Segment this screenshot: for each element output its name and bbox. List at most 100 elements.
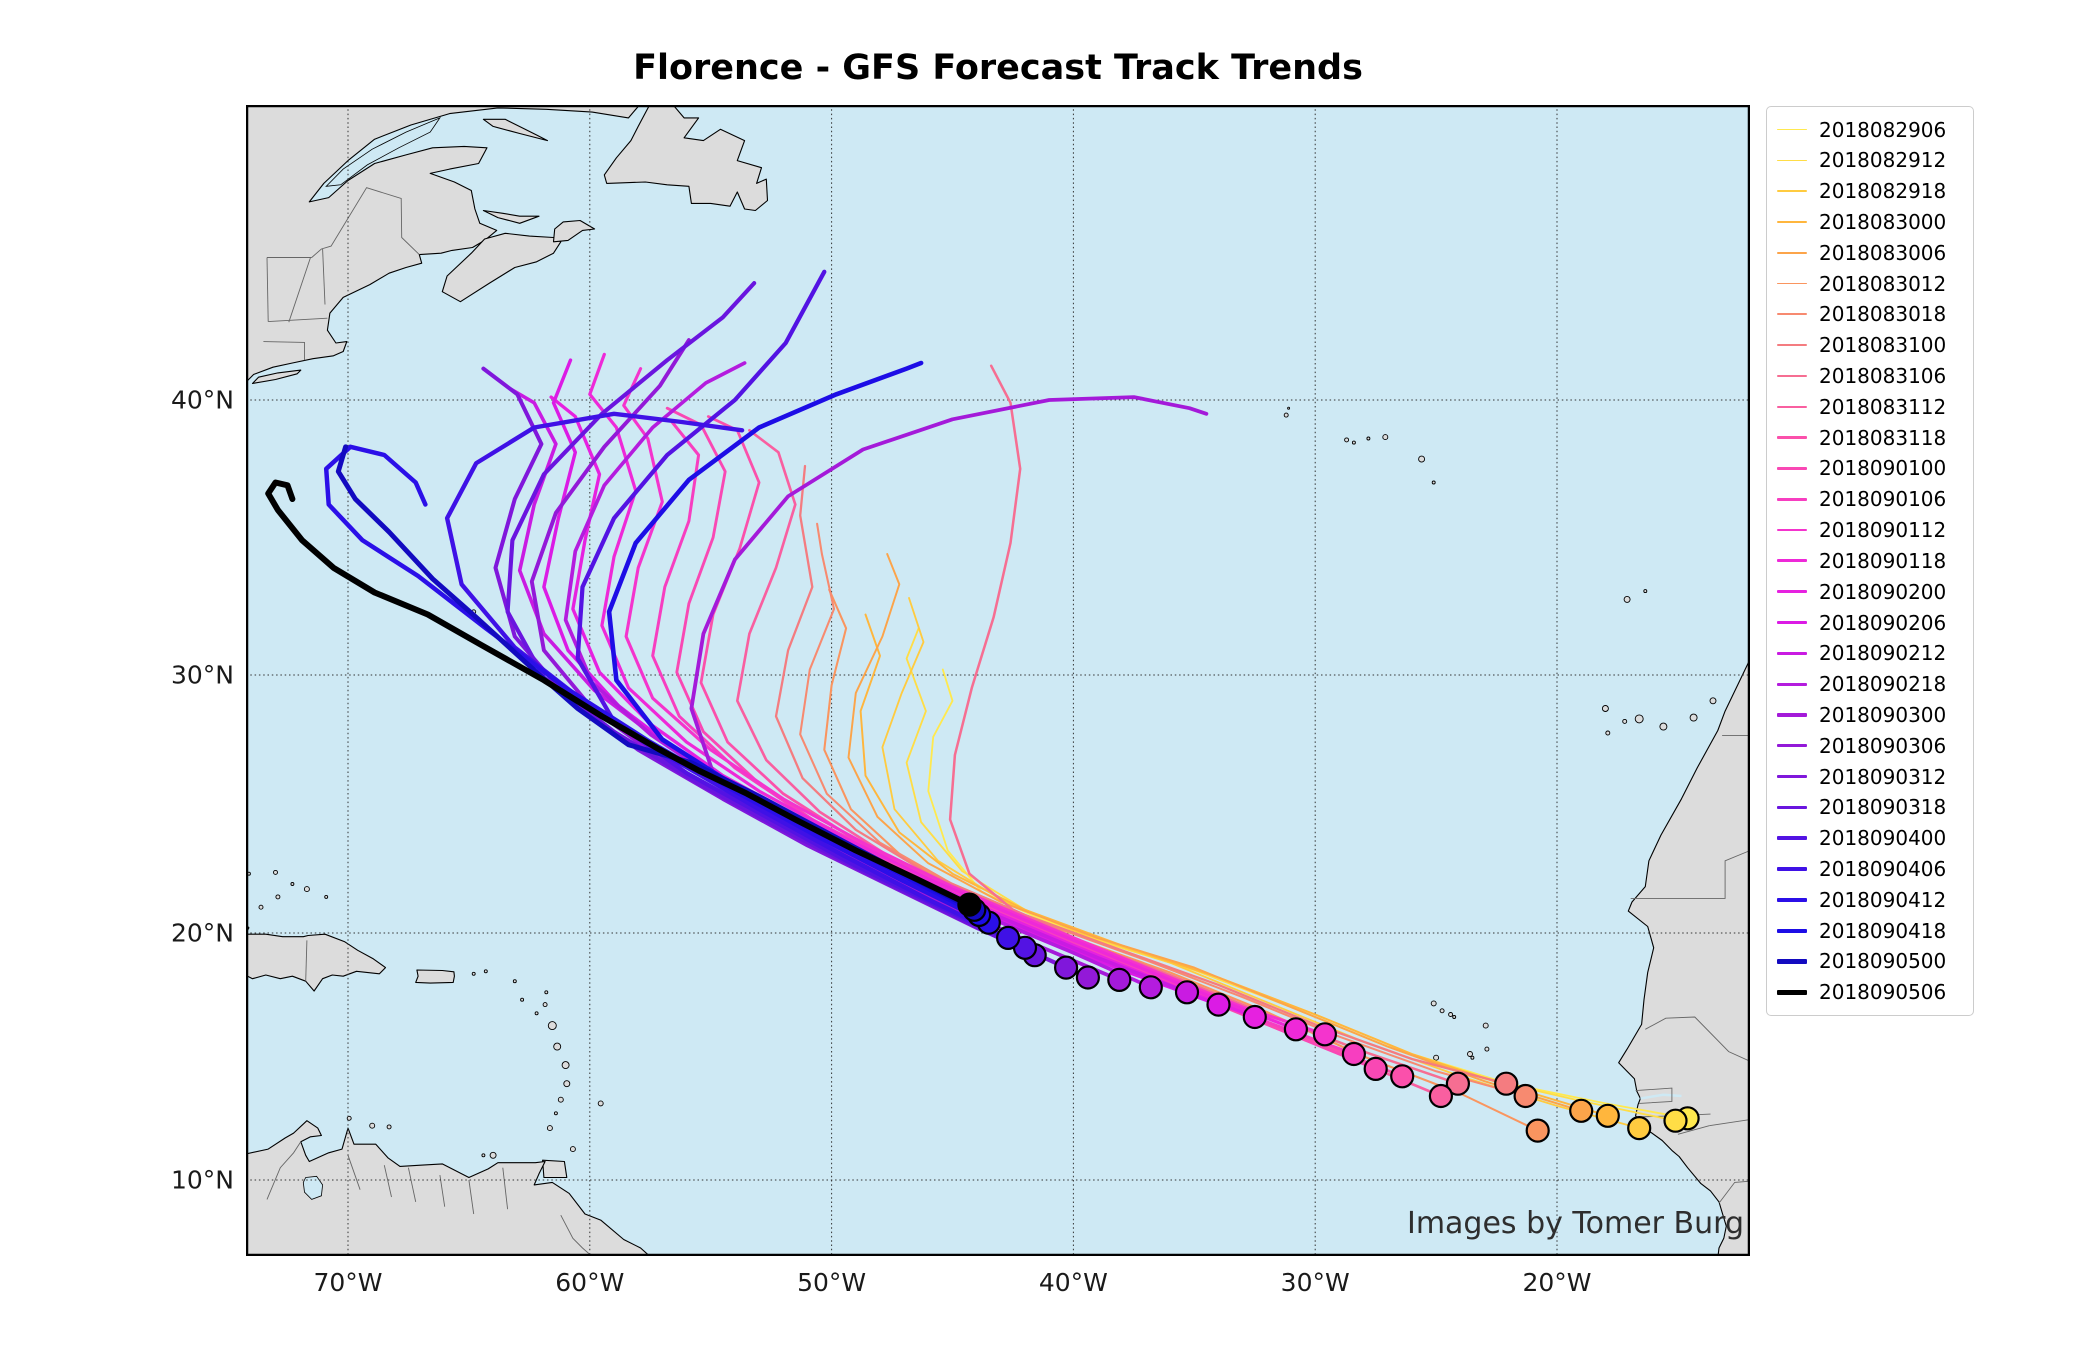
canary-tenerife-island — [1634, 714, 1644, 724]
legend-label: 2018083106 — [1819, 364, 1947, 388]
observed-dot-2018090300 — [1107, 967, 1132, 993]
bahamas-island — [258, 904, 264, 910]
legend-line-swatch — [1777, 528, 1807, 532]
observed-dot-2018090218 — [1138, 975, 1163, 1000]
legend-item: 2018090318 — [1777, 793, 1967, 822]
track-line-2018090506 — [265, 479, 973, 908]
legend-line-swatch — [1777, 374, 1807, 378]
canary-hierro-island — [1605, 730, 1611, 736]
guinea-sl-border — [1718, 1180, 1750, 1204]
legend-label: 2018090312 — [1819, 764, 1947, 789]
plot-frame — [246, 105, 1750, 1256]
legend-line-swatch — [1777, 251, 1807, 254]
virgin-islands-island — [483, 969, 488, 974]
observed-dot-2018083106 — [1445, 1071, 1471, 1096]
legend-item: 2018082906 — [1777, 115, 1967, 144]
observed-dot-2018082918 — [1627, 1115, 1652, 1141]
legend-item: 2018090312 — [1777, 762, 1967, 791]
ven-state-border — [383, 1165, 392, 1198]
legend-line-swatch — [1777, 682, 1807, 686]
col-ven-border — [266, 1141, 302, 1200]
legend-label: 2018083006 — [1819, 240, 1947, 265]
track-line-2018090200 — [549, 395, 1257, 1019]
observed-dot-2018083012 — [1525, 1118, 1550, 1143]
montserrat-island — [534, 1011, 539, 1016]
bahamas-island — [275, 894, 281, 900]
legend-label: 2018083012 — [1819, 271, 1947, 296]
legend-item: 2018090412 — [1777, 885, 1967, 914]
tobago-island — [569, 1146, 576, 1153]
turks-caicos-island — [303, 886, 310, 893]
observed-dot-2018083018 — [1513, 1083, 1538, 1109]
curacao-island — [369, 1122, 376, 1129]
legend-line-swatch — [1777, 744, 1807, 748]
ven-guyana-border — [560, 1214, 593, 1256]
legend-label: 2018083112 — [1819, 394, 1947, 419]
observed-dot-2018090118 — [1283, 1017, 1309, 1042]
canary-gomera-island — [1622, 718, 1628, 724]
legend-line-swatch — [1777, 805, 1807, 810]
legend-label: 2018090206 — [1819, 610, 1947, 635]
legend-label: 2018090400 — [1819, 826, 1947, 851]
legend-line-swatch — [1777, 651, 1807, 655]
legend-label: 2018083000 — [1819, 209, 1947, 234]
legend-item: 2018090106 — [1777, 485, 1967, 514]
lake-maracaibo — [302, 1175, 324, 1200]
legend-line-swatch — [1777, 221, 1807, 223]
legend-line-swatch — [1777, 897, 1807, 902]
track-line-2018090412 — [323, 444, 992, 925]
cape-verde-island — [1433, 1054, 1440, 1061]
legend-label: 2018082918 — [1819, 179, 1947, 204]
legend-line-swatch — [1777, 990, 1807, 995]
st-lawrence-estuary — [325, 117, 441, 187]
observed-dot-2018083100 — [1494, 1071, 1519, 1096]
legend-item: 2018090118 — [1777, 546, 1967, 575]
legend-label: 2018083118 — [1819, 425, 1947, 450]
legend-line-swatch — [1777, 497, 1807, 501]
legend-line-swatch — [1777, 190, 1807, 192]
vt-nh-border — [288, 257, 311, 323]
legend-line-swatch — [1777, 159, 1807, 162]
guadeloupe-island — [547, 1021, 557, 1031]
legend-item: 2018090100 — [1777, 454, 1967, 483]
legend-line-swatch — [1777, 313, 1807, 316]
y-tick-label: 20°N — [170, 918, 234, 948]
observed-dot-2018090100 — [1363, 1056, 1388, 1082]
legend-label: 2018083100 — [1819, 333, 1947, 358]
legend-line-swatch — [1777, 867, 1807, 871]
south-america — [246, 1120, 651, 1256]
mauritania-senegal-border — [1645, 1016, 1750, 1062]
cape-verde-island — [1452, 1015, 1457, 1019]
legend-label: 2018090506 — [1819, 980, 1947, 1005]
antigua-island — [542, 1002, 548, 1008]
azores-island — [1382, 434, 1389, 441]
observed-dot-2018090506 — [957, 892, 982, 917]
legend-item: 2018090218 — [1777, 670, 1967, 699]
y-tick-label: 10°N — [170, 1165, 234, 1195]
azores-island — [1418, 455, 1426, 463]
x-tick-label: 60°W — [555, 1268, 625, 1297]
observed-dot-2018090212 — [1174, 980, 1200, 1005]
st-kitts-island — [520, 997, 525, 1002]
guinea-east-border — [1709, 1119, 1750, 1127]
legend-label: 2018083018 — [1819, 302, 1947, 327]
legend-line-swatch — [1777, 282, 1807, 285]
legend-line-swatch — [1777, 928, 1807, 933]
observed-dot-2018090106 — [1341, 1041, 1367, 1067]
st-vincent-island — [557, 1096, 564, 1103]
legend-item: 2018090300 — [1777, 700, 1967, 729]
legend-item: 2018090112 — [1777, 516, 1967, 545]
st-lucia-island — [563, 1080, 571, 1088]
cape-verde-island — [1439, 1008, 1445, 1014]
martinique-island — [561, 1061, 570, 1070]
track-line-2018090206 — [542, 358, 1221, 1007]
canary-gran-canaria-island — [1659, 722, 1668, 731]
bahamas-island — [273, 869, 278, 875]
gbissau-guinea-border — [1677, 1125, 1710, 1135]
northeast-north-america — [246, 105, 641, 383]
legend-label: 2018082906 — [1819, 117, 1947, 142]
legend-item: 2018083100 — [1777, 331, 1967, 360]
legend-line-swatch — [1777, 774, 1807, 779]
azores-island — [1366, 436, 1371, 441]
